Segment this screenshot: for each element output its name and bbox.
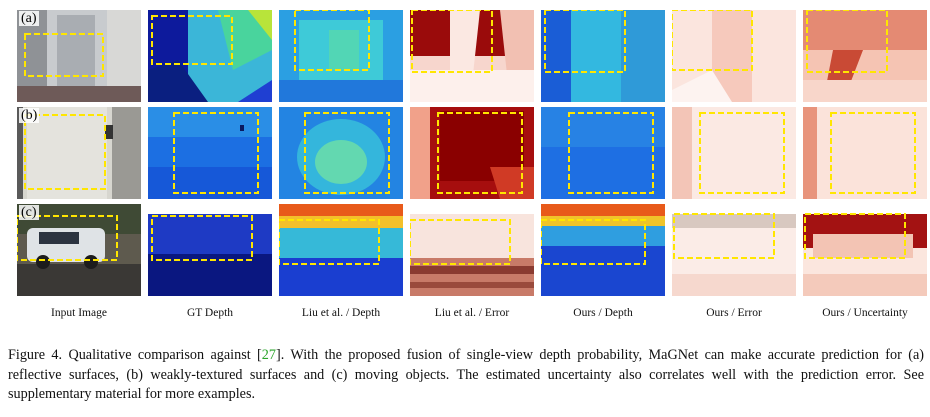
column-caption-input: Input Image — [51, 307, 107, 319]
tile-a-ours-depth — [541, 10, 665, 102]
tile-b-ours-depth — [541, 107, 665, 199]
caption-prefix: Figure 4. Qualitative comparison against… — [8, 347, 262, 363]
tile-a-input: (a) — [17, 10, 141, 102]
row-label-b: (b) — [19, 108, 40, 123]
tile-c-liu-error — [410, 204, 534, 296]
tile-c-ours-uncertainty — [803, 204, 927, 296]
tile-c-input: (c) — [17, 204, 141, 296]
column-caption-ours-depth: Ours / Depth — [573, 307, 633, 319]
tile-b-ours-error — [672, 107, 796, 199]
column-caption-liu-depth: Liu et al. / Depth — [301, 307, 381, 319]
tile-a-liu-depth — [279, 10, 403, 102]
column-caption-liu-error: Liu et al. / Error — [434, 307, 510, 319]
column-caption-gt-depth: GT Depth — [186, 307, 234, 319]
row-label-c: (c) — [19, 205, 39, 220]
column-caption-ours-error: Ours / Error — [706, 307, 762, 319]
tile-c-ours-depth — [541, 204, 665, 296]
tile-c-ours-error — [672, 204, 796, 296]
row-label-a: (a) — [19, 11, 39, 26]
tile-b-gt-depth — [148, 107, 272, 199]
column-caption-ours-uncertainty: Ours / Uncertainty — [822, 307, 908, 319]
tile-c-gt-depth — [148, 204, 272, 296]
tile-a-ours-error — [672, 10, 796, 102]
tile-a-gt-depth — [148, 10, 272, 102]
tile-c-liu-depth — [279, 204, 403, 296]
caption-suffix: ]. With the proposed fusion of single-vi… — [8, 347, 924, 402]
tile-b-liu-depth — [279, 107, 403, 199]
figure-caption: Figure 4. Qualitative comparison against… — [8, 346, 924, 405]
tile-b-liu-error — [410, 107, 534, 199]
citation-link[interactable]: 27 — [261, 347, 276, 363]
tile-a-liu-error — [410, 10, 534, 102]
tile-b-ours-uncertainty — [803, 107, 927, 199]
tile-a-ours-uncertainty — [803, 10, 927, 102]
tile-b-input: (b) — [17, 107, 141, 199]
